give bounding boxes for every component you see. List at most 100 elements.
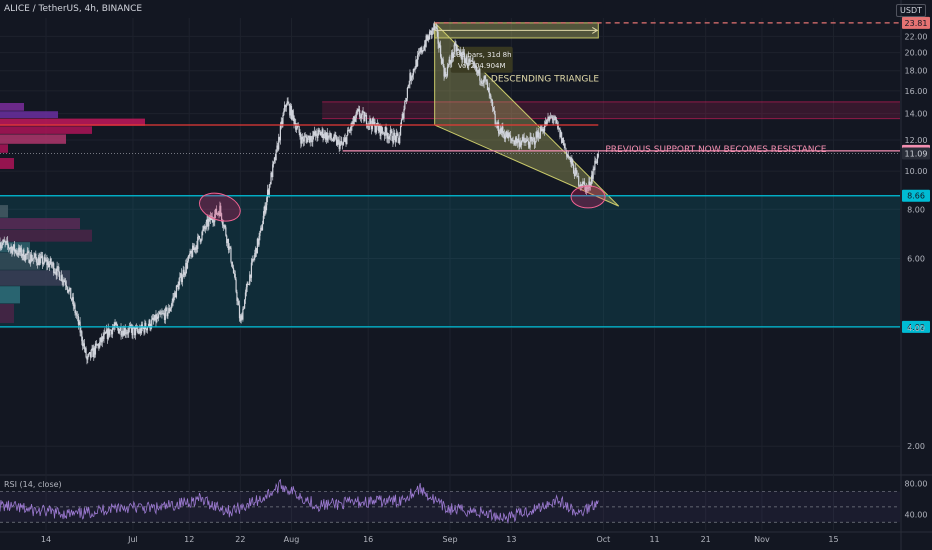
- candle-body: [163, 313, 165, 314]
- candle-body: [475, 65, 478, 72]
- candle-body: [207, 219, 209, 227]
- candle-body: [436, 28, 438, 33]
- candle-body: [534, 142, 536, 145]
- candle-body: [585, 185, 587, 192]
- candle-body: [353, 116, 355, 123]
- candle-body: [278, 137, 280, 150]
- candle-body: [323, 136, 325, 139]
- candle-body: [570, 157, 572, 164]
- candle-body: [208, 219, 210, 227]
- candle-body: [582, 181, 584, 187]
- candle-body: [305, 136, 307, 139]
- candle-body: [455, 43, 457, 52]
- price-axis[interactable]: 23.8111.2611.098.664.0222.0020.0018.0016…: [902, 16, 930, 451]
- candle-body: [543, 131, 545, 132]
- candle-body: [589, 181, 591, 187]
- time-tick-label: Nov: [754, 535, 770, 544]
- candle-body: [177, 285, 179, 290]
- time-tick-label: 12: [184, 535, 194, 544]
- candle-body: [345, 137, 347, 144]
- candle-body: [504, 136, 506, 139]
- candle-body: [82, 343, 85, 347]
- candle-body: [507, 133, 509, 139]
- candle-body: [267, 189, 269, 198]
- candle-body: [514, 142, 516, 145]
- candle-body: [41, 255, 43, 257]
- symbol-title[interactable]: ALICE / TetherUS, 4h, BINANCE: [4, 4, 143, 14]
- time-tick-label: 13: [506, 535, 516, 544]
- candle-body: [94, 347, 96, 355]
- candle-body: [155, 314, 157, 323]
- candle-body: [238, 301, 240, 306]
- candle-body: [51, 264, 53, 266]
- candle-body: [34, 254, 36, 257]
- candle-body: [524, 141, 526, 143]
- candle-body: [19, 247, 21, 253]
- candle-body: [87, 355, 89, 360]
- candle-body: [531, 138, 533, 141]
- candle-body: [137, 331, 139, 332]
- candle-body: [548, 116, 550, 121]
- candle-body: [82, 341, 84, 347]
- candle-body: [423, 44, 426, 50]
- price-tick-label: 14.00: [905, 110, 928, 119]
- candle-body: [502, 126, 504, 133]
- measure-label: 188 bars, 31d 8h: [452, 51, 512, 59]
- candle-body: [122, 330, 125, 336]
- candle-body: [279, 125, 281, 141]
- candle-body: [567, 155, 569, 157]
- price-tick-label: 10.00: [905, 167, 928, 176]
- candle-body: [354, 118, 356, 122]
- candle-body: [250, 262, 253, 278]
- candle-body: [112, 327, 114, 329]
- candle-body: [590, 183, 592, 187]
- candle-body: [595, 162, 598, 164]
- candle-body: [6, 240, 8, 242]
- candle-body: [434, 26, 437, 28]
- candle-body: [381, 126, 383, 132]
- candle-body: [105, 332, 107, 334]
- candle-body: [131, 328, 133, 336]
- candle-body: [547, 116, 549, 120]
- candle-body: [457, 48, 459, 50]
- candle-body: [55, 272, 57, 276]
- time-axis[interactable]: 14 Jul 12 22 Aug 16 Sep 13 Oct 11 21 Nov 15: [41, 535, 839, 544]
- currency-badge[interactable]: USDT: [896, 4, 926, 17]
- candle-body: [425, 35, 427, 47]
- candle-body: [54, 271, 56, 273]
- candle-body: [56, 266, 58, 276]
- highlight-ellipse: [570, 185, 606, 209]
- level-badge-label: 23.81: [905, 19, 928, 28]
- candle-body: [165, 307, 167, 309]
- candle-body: [261, 227, 263, 231]
- candle-body: [403, 109, 405, 119]
- candle-body: [482, 82, 484, 84]
- candle-body: [417, 54, 419, 67]
- candle-body: [40, 256, 42, 259]
- candle-body: [361, 111, 363, 115]
- candle-body: [28, 251, 30, 263]
- candle-body: [413, 68, 415, 70]
- candle-body: [88, 353, 90, 356]
- candle-body: [486, 79, 488, 82]
- candle-body: [521, 136, 524, 142]
- candle-body: [414, 69, 416, 70]
- level-badge-label: 8.66: [907, 192, 925, 201]
- candle-body: [324, 132, 327, 140]
- candle-body: [458, 50, 460, 51]
- candle-body: [312, 135, 314, 142]
- resistance-zone: [322, 101, 901, 119]
- candle-body: [184, 273, 186, 275]
- candle-body: [373, 122, 375, 125]
- candle-body: [394, 135, 397, 142]
- candle-body: [461, 57, 463, 60]
- candle-body: [65, 285, 68, 288]
- candle-body: [451, 52, 453, 64]
- candle-body: [339, 142, 341, 149]
- candle-body: [217, 212, 219, 214]
- candle-body: [334, 134, 336, 137]
- rsi-title[interactable]: RSI (14, close): [4, 480, 62, 489]
- candle-body: [348, 130, 351, 132]
- candle-body: [174, 292, 176, 298]
